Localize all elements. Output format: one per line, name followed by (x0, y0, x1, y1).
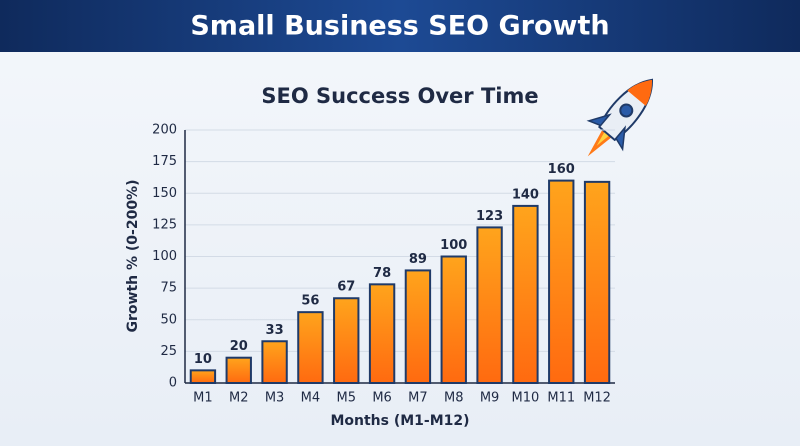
y-tick-label: 175 (152, 154, 177, 169)
bar (404, 269, 432, 385)
value-label: 78 (373, 266, 391, 281)
bar (512, 204, 539, 384)
x-tick-label: M2 (229, 391, 249, 406)
x-tick-label: M4 (301, 391, 321, 406)
bar (548, 179, 575, 384)
header-bar (0, 0, 800, 52)
x-tick-label: M10 (512, 391, 540, 406)
value-label: 89 (409, 252, 427, 267)
value-label: 160 (548, 162, 575, 177)
value-label: 140 (512, 187, 539, 202)
y-tick-label: 0 (169, 376, 177, 391)
value-label: 20 (230, 339, 248, 354)
rocket (586, 78, 653, 157)
x-tick-label: M3 (265, 391, 285, 406)
x-tick-label: M7 (408, 391, 428, 406)
bar (476, 226, 503, 384)
bar (189, 369, 217, 385)
y-tick-label: 50 (160, 312, 177, 327)
y-tick-label: 125 (152, 217, 177, 232)
y-tick-label: 150 (152, 186, 177, 201)
x-tick-label: M9 (480, 391, 500, 406)
page-title: Small Business SEO Growth (190, 11, 609, 42)
y-tick-label: 75 (160, 281, 177, 296)
y-tick-label: 25 (160, 344, 177, 359)
chart-title: SEO Success Over Time (261, 84, 538, 108)
y-tick-label: 200 (152, 123, 177, 138)
y-axis-label: Growth % (0-200%) (125, 180, 141, 333)
x-tick-label: M11 (547, 391, 575, 406)
bar (333, 297, 360, 384)
y-tick-label: 100 (152, 249, 177, 264)
x-tick-label: M1 (193, 391, 213, 406)
bar (297, 311, 324, 384)
x-tick-label: M12 (583, 391, 611, 406)
value-label: 56 (301, 294, 319, 309)
bar (583, 180, 611, 384)
bar (225, 356, 252, 385)
x-tick-label: M8 (444, 391, 464, 406)
bar (368, 283, 396, 384)
x-axis-label: Months (M1-M12) (330, 413, 469, 429)
value-label: 100 (440, 238, 467, 253)
value-label: 33 (266, 323, 284, 338)
value-label: 67 (337, 280, 355, 295)
bar (261, 340, 288, 385)
x-tick-label: M5 (337, 391, 357, 406)
bar (440, 255, 467, 384)
x-tick-label: M6 (372, 391, 392, 406)
value-label: 123 (476, 209, 503, 224)
value-label: 10 (194, 352, 212, 367)
